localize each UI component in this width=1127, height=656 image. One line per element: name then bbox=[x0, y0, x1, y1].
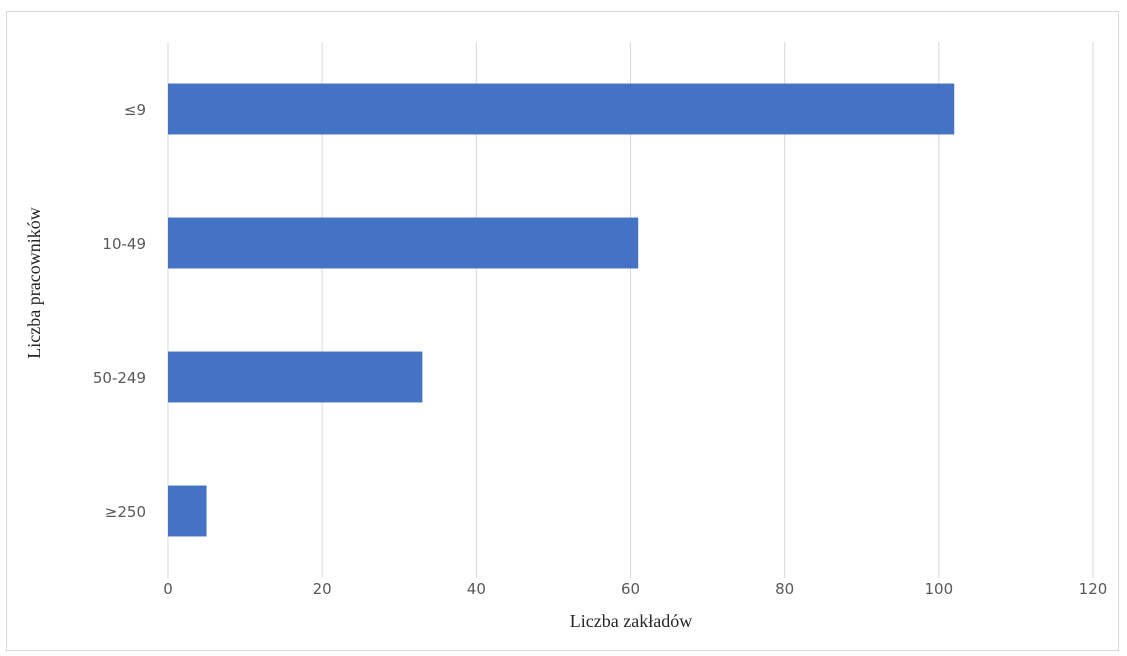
bar bbox=[168, 485, 207, 537]
bars bbox=[168, 83, 955, 537]
x-tick-label: 100 bbox=[925, 580, 954, 598]
x-tick-label: 40 bbox=[467, 580, 486, 598]
bar bbox=[168, 217, 639, 269]
y-tick-label: ≤9 bbox=[124, 101, 146, 119]
y-tick-label: 50-249 bbox=[93, 369, 146, 387]
y-axis-title: Liczba pracowników bbox=[24, 207, 44, 358]
x-tick-labels: 0 20 40 60 80 100 120 bbox=[163, 580, 1107, 598]
x-tick-label: 120 bbox=[1079, 580, 1108, 598]
x-axis-title: Liczba zakładów bbox=[570, 611, 692, 631]
y-tick-label: 10-49 bbox=[102, 235, 146, 253]
x-tick-label: 20 bbox=[313, 580, 332, 598]
y-tick-labels: ≤9 10-49 50-249 ≥250 bbox=[93, 101, 146, 521]
x-tick-label: 80 bbox=[775, 580, 794, 598]
y-tick-label: ≥250 bbox=[105, 503, 146, 521]
x-tick-label: 0 bbox=[163, 580, 173, 598]
x-tick-label: 60 bbox=[621, 580, 640, 598]
bar bbox=[168, 351, 423, 403]
bar bbox=[168, 83, 955, 135]
